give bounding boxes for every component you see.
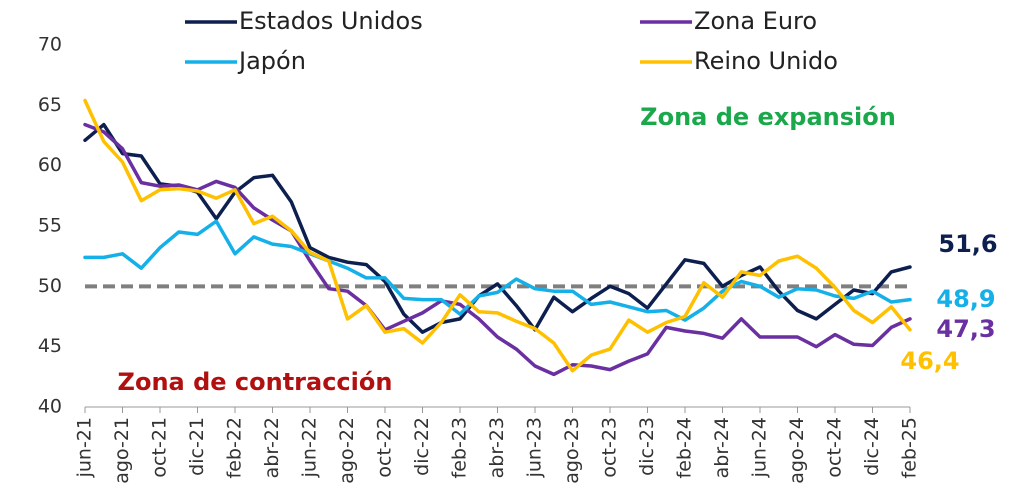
x-tick-label: ago-24 xyxy=(786,417,808,484)
x-tick-label: jun-24 xyxy=(749,417,771,478)
x-tick-label: dic-24 xyxy=(861,417,883,476)
end-label: 47,3 xyxy=(936,315,995,343)
legend-label: Zona Euro xyxy=(694,7,817,35)
x-tick-label: abr-22 xyxy=(261,417,283,478)
y-tick-label: 70 xyxy=(38,34,62,56)
x-tick-label: abr-24 xyxy=(711,417,733,478)
x-tick-label: feb-24 xyxy=(674,417,696,478)
x-tick-label: oct-21 xyxy=(149,417,171,478)
legend-label: Japón xyxy=(237,47,306,75)
end-label: 51,6 xyxy=(938,230,997,258)
x-tick-label: jun-21 xyxy=(74,417,96,478)
x-tick-label: oct-24 xyxy=(824,417,846,478)
legend-label: Reino Unido xyxy=(694,47,838,75)
y-tick-label: 65 xyxy=(38,94,62,116)
x-tick-label: ago-22 xyxy=(336,417,358,484)
x-tick-label: feb-23 xyxy=(449,417,471,478)
x-tick-label: jun-23 xyxy=(524,417,546,478)
series-line xyxy=(83,98,912,373)
y-tick-label: 55 xyxy=(38,215,62,237)
x-tick-label: dic-21 xyxy=(186,417,208,476)
annotation: Zona de contracción xyxy=(118,368,393,396)
y-tick-label: 40 xyxy=(38,396,62,418)
x-tick-label: dic-22 xyxy=(411,417,433,476)
x-tick-label: ago-23 xyxy=(561,417,583,484)
y-tick-label: 45 xyxy=(38,335,62,357)
y-tick-label: 60 xyxy=(38,154,62,176)
x-tick-label: jun-22 xyxy=(299,417,321,478)
x-tick-label: feb-22 xyxy=(224,417,246,478)
y-tick-label: 50 xyxy=(38,275,62,297)
x-tick-label: dic-23 xyxy=(636,417,658,476)
end-label: 46,4 xyxy=(900,347,959,375)
x-tick-label: oct-22 xyxy=(374,417,396,478)
series-line xyxy=(83,122,912,334)
x-tick-label: oct-23 xyxy=(599,417,621,478)
series-line xyxy=(83,219,912,322)
x-tick-label: feb-25 xyxy=(899,417,921,478)
annotation: Zona de expansión xyxy=(640,103,896,131)
series-line xyxy=(83,122,912,377)
legend-label: Estados Unidos xyxy=(239,7,423,35)
x-tick-label: abr-23 xyxy=(486,417,508,478)
x-tick-label: ago-21 xyxy=(111,417,133,484)
end-label: 48,9 xyxy=(936,285,995,313)
